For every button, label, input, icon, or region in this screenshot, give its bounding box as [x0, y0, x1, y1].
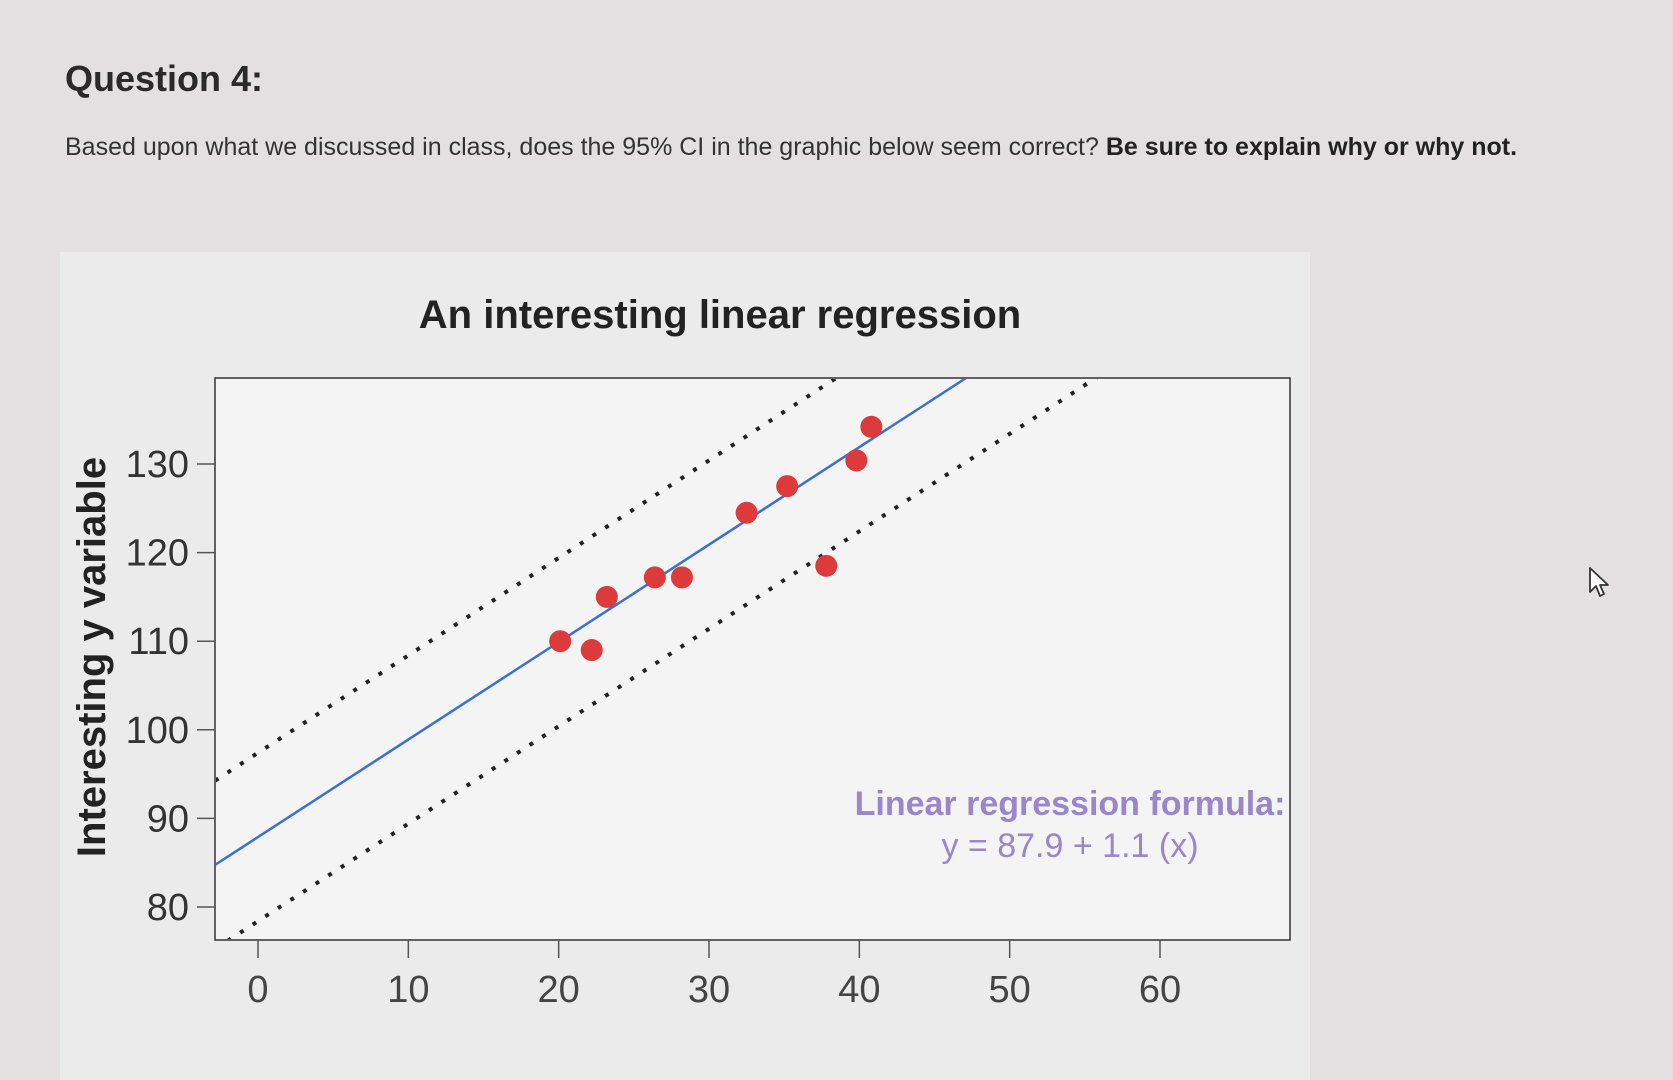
data-point — [595, 585, 618, 608]
x-tick-label: 10 — [387, 969, 429, 1011]
y-tick-label: 110 — [128, 621, 189, 663]
x-tick-label: 30 — [688, 969, 730, 1011]
data-point — [776, 475, 799, 498]
regression-chart: An interesting linear regression Interes… — [70, 293, 1291, 1011]
formula-label: Linear regression formula: — [855, 785, 1286, 823]
plot-frame — [214, 377, 1291, 941]
data-point — [845, 449, 868, 472]
mouse-pointer-icon — [1589, 567, 1609, 597]
question-title: Question 4: — [65, 58, 264, 99]
question-text: Based upon what we discussed in class, d… — [65, 133, 1517, 162]
ci-upper-line — [216, 379, 839, 783]
question-prompt: Based upon what we discussed in class, d… — [65, 133, 1099, 161]
data-points — [549, 415, 883, 662]
data-point — [670, 566, 693, 589]
y-tick-label: 80 — [147, 887, 189, 929]
y-tick-label: 100 — [126, 710, 189, 752]
y-axis-label: Interesting y variable — [70, 457, 114, 857]
x-tick-label: 0 — [247, 969, 268, 1011]
data-point — [580, 639, 603, 662]
y-tick-label: 90 — [147, 798, 189, 840]
chart-title: An interesting linear regression — [419, 293, 1021, 337]
y-tick-label: 120 — [126, 533, 189, 575]
x-axis: 0 10 20 30 40 50 60 — [247, 940, 1181, 1011]
data-point — [860, 415, 883, 438]
ci-lower-line — [226, 379, 1098, 939]
formula-equation: y = 87.9 + 1.1 (x) — [941, 827, 1198, 865]
chart-area: An interesting linear regression Interes… — [60, 252, 1310, 1080]
y-axis: 80 90 100 110 120 130 — [126, 444, 215, 929]
y-tick-label: 130 — [126, 444, 189, 486]
data-point — [735, 501, 758, 524]
x-tick-label: 60 — [1139, 969, 1181, 1011]
question-instruction: Be sure to explain why or why not. — [1105, 133, 1518, 161]
data-point — [815, 554, 838, 577]
data-point — [549, 630, 572, 653]
x-tick-label: 20 — [538, 969, 580, 1011]
x-tick-label: 50 — [989, 969, 1031, 1011]
x-tick-label: 40 — [838, 969, 880, 1011]
data-point — [643, 566, 666, 589]
